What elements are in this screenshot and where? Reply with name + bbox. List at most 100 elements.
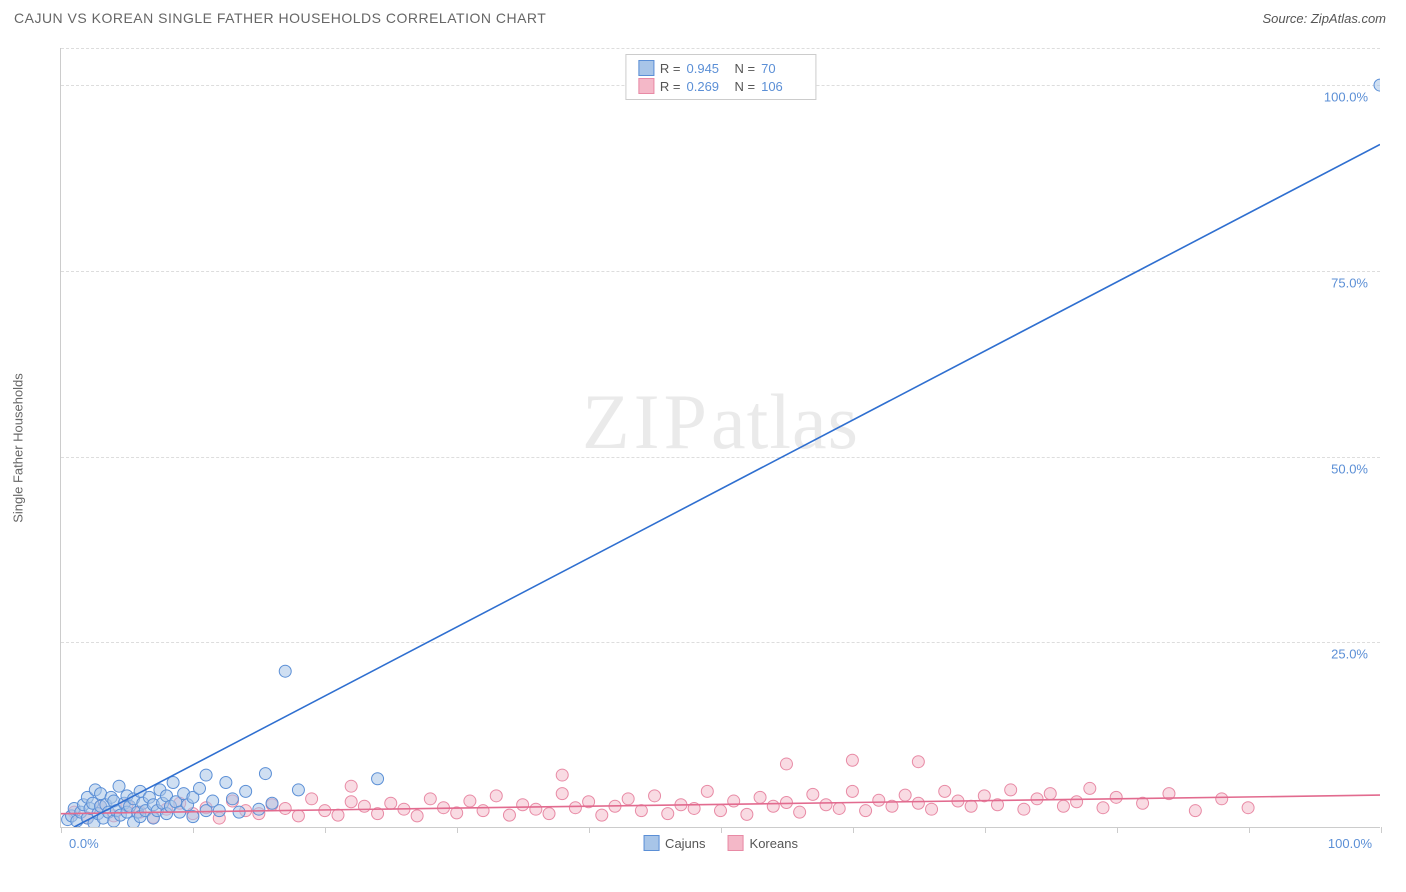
- legend-r-value-koreans: 0.269: [687, 79, 729, 94]
- x-axis-max-label: 100.0%: [1328, 836, 1372, 851]
- scatter-point: [873, 794, 885, 806]
- legend-r-label: R =: [660, 79, 681, 94]
- scatter-point: [596, 809, 608, 821]
- scatter-point: [556, 788, 568, 800]
- scatter-point: [965, 800, 977, 812]
- chart-title: CAJUN VS KOREAN SINGLE FATHER HOUSEHOLDS…: [14, 10, 546, 26]
- scatter-point: [424, 793, 436, 805]
- scatter-point: [728, 795, 740, 807]
- scatter-point: [899, 789, 911, 801]
- stats-legend: R = 0.945 N = 70 R = 0.269 N = 106: [625, 54, 816, 100]
- scatter-point: [1374, 79, 1380, 91]
- scatter-point: [1031, 793, 1043, 805]
- scatter-point: [846, 785, 858, 797]
- scatter-point: [543, 808, 555, 820]
- scatter-point: [622, 793, 634, 805]
- scatter-point: [912, 797, 924, 809]
- scatter-point: [477, 805, 489, 817]
- scatter-point: [279, 802, 291, 814]
- stats-legend-row-cajuns: R = 0.945 N = 70: [638, 59, 803, 77]
- scatter-point: [345, 796, 357, 808]
- scatter-point: [780, 758, 792, 770]
- scatter-point: [860, 805, 872, 817]
- scatter-point: [306, 793, 318, 805]
- scatter-point: [193, 782, 205, 794]
- scatter-point: [226, 793, 238, 805]
- series-legend-label-cajuns: Cajuns: [665, 836, 705, 851]
- scatter-point: [240, 785, 252, 797]
- scatter-point: [741, 808, 753, 820]
- legend-n-value-koreans: 106: [761, 79, 803, 94]
- scatter-point: [113, 780, 125, 792]
- scatter-point: [259, 768, 271, 780]
- scatter-point: [1216, 793, 1228, 805]
- scatter-point: [715, 805, 727, 817]
- scatter-point: [490, 790, 502, 802]
- scatter-point: [939, 785, 951, 797]
- scatter-point: [200, 769, 212, 781]
- trend-line: [74, 144, 1380, 827]
- scatter-point: [530, 803, 542, 815]
- source-attribution: Source: ZipAtlas.com: [1262, 11, 1386, 26]
- scatter-point: [279, 665, 291, 677]
- scatter-point: [1189, 805, 1201, 817]
- scatter-point: [411, 810, 423, 822]
- legend-swatch-cajuns: [638, 60, 654, 76]
- legend-n-value-cajuns: 70: [761, 61, 803, 76]
- series-legend-label-koreans: Koreans: [750, 836, 798, 851]
- x-axis-min-label: 0.0%: [69, 836, 99, 851]
- series-legend: Cajuns Koreans: [643, 835, 798, 851]
- legend-swatch-koreans: [638, 78, 654, 94]
- scatter-point: [1057, 800, 1069, 812]
- scatter-point: [1110, 791, 1122, 803]
- legend-r-label: R =: [660, 61, 681, 76]
- scatter-point: [794, 806, 806, 818]
- legend-swatch-cajuns: [643, 835, 659, 851]
- scatter-point: [1242, 802, 1254, 814]
- scatter-point: [820, 799, 832, 811]
- scatter-point: [833, 802, 845, 814]
- scatter-point: [649, 790, 661, 802]
- scatter-point: [503, 809, 515, 821]
- scatter-point: [1018, 803, 1030, 815]
- scatter-point: [754, 791, 766, 803]
- scatter-point: [1044, 788, 1056, 800]
- scatter-point: [701, 785, 713, 797]
- scatter-point: [517, 799, 529, 811]
- scatter-point: [1071, 796, 1083, 808]
- scatter-point: [926, 803, 938, 815]
- scatter-point: [385, 797, 397, 809]
- scatter-point: [569, 802, 581, 814]
- series-legend-cajuns: Cajuns: [643, 835, 705, 851]
- scatter-plot: [61, 48, 1380, 827]
- stats-legend-row-koreans: R = 0.269 N = 106: [638, 77, 803, 95]
- scatter-point: [1005, 784, 1017, 796]
- plot-area: ZIPatlas 25.0%50.0%75.0%100.0% 0.0% 100.…: [60, 48, 1380, 828]
- y-axis-label: Single Father Households: [11, 373, 26, 523]
- scatter-point: [635, 805, 647, 817]
- scatter-point: [912, 756, 924, 768]
- chart-header: CAJUN VS KOREAN SINGLE FATHER HOUSEHOLDS…: [0, 0, 1406, 32]
- legend-swatch-koreans: [728, 835, 744, 851]
- scatter-point: [253, 803, 265, 815]
- scatter-point: [233, 806, 245, 818]
- scatter-point: [780, 797, 792, 809]
- legend-n-label: N =: [735, 79, 756, 94]
- scatter-point: [292, 810, 304, 822]
- scatter-point: [556, 769, 568, 781]
- scatter-point: [332, 809, 344, 821]
- scatter-point: [358, 800, 370, 812]
- chart-container: Single Father Households ZIPatlas 25.0%5…: [48, 48, 1388, 848]
- scatter-point: [345, 780, 357, 792]
- scatter-point: [662, 808, 674, 820]
- scatter-point: [372, 773, 384, 785]
- legend-n-label: N =: [735, 61, 756, 76]
- scatter-point: [846, 754, 858, 766]
- scatter-point: [807, 788, 819, 800]
- series-legend-koreans: Koreans: [728, 835, 798, 851]
- scatter-point: [1097, 802, 1109, 814]
- scatter-point: [1084, 782, 1096, 794]
- scatter-point: [220, 776, 232, 788]
- scatter-point: [767, 800, 779, 812]
- scatter-point: [266, 797, 278, 809]
